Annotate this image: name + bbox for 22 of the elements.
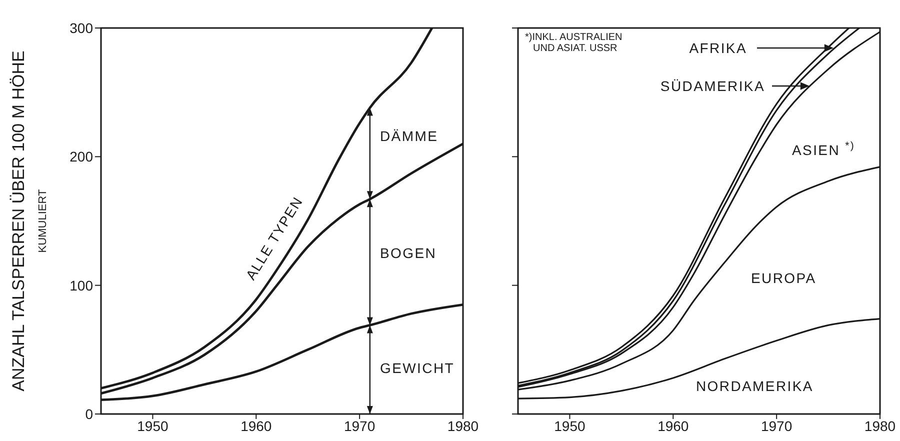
annotation: AFRIKA <box>689 40 747 56</box>
y-tick-label: 200 <box>70 148 94 165</box>
x-tick-label: 1960 <box>240 418 272 434</box>
x-tick-label: 1950 <box>554 418 586 434</box>
y-axis-title: ANZAHL TALSPERREN ÜBER 100 M HÖHE KUMULIERT <box>9 50 49 392</box>
annotation: *)INKL. AUSTRALIEN UND ASIAT. USSR <box>525 32 622 54</box>
y-tick-label: 0 <box>85 406 94 422</box>
annotation: BOGEN <box>380 245 437 261</box>
x-tick-label: 1980 <box>447 418 479 434</box>
annotation: DÄMME <box>380 128 438 144</box>
x-tick-label: 1970 <box>344 418 376 434</box>
annotation: SÜDAMERIKA <box>660 78 765 94</box>
x-tick-label: 1980 <box>864 418 896 434</box>
y-tick-label: 300 <box>70 20 94 36</box>
annotation: EUROPA <box>751 270 816 286</box>
x-tick-label: 1960 <box>658 418 689 434</box>
y-tick-label: 100 <box>70 277 94 294</box>
annotation: ASIEN $^{*)}$ <box>792 140 856 158</box>
x-tick-label: 1970 <box>760 418 792 434</box>
annotation: NORDAMERIKA <box>696 378 814 394</box>
x-tick-label: 1950 <box>137 418 168 434</box>
annotation: GEWICHT <box>380 360 455 376</box>
